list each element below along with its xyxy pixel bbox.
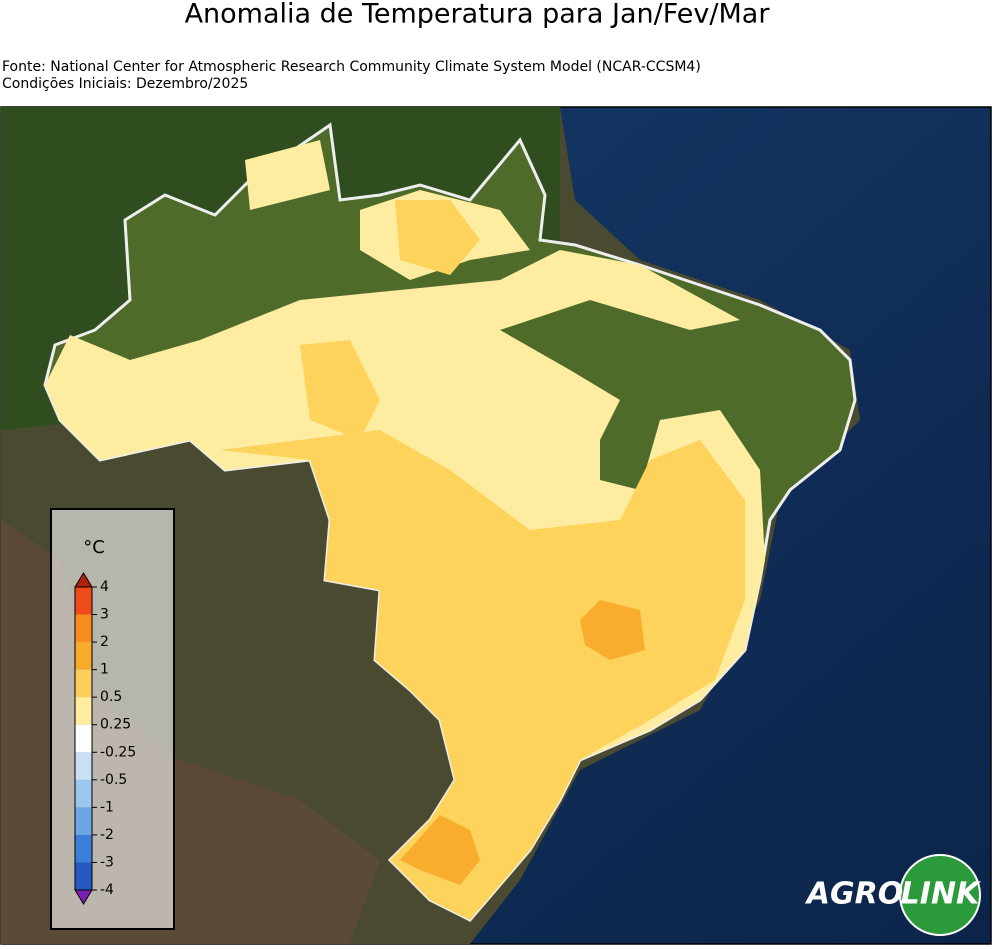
colorbar-tick-label: -2 [100,827,114,843]
colorbar-segment [75,779,92,808]
logo: AGRO LINK [805,854,982,936]
colorbar-segment [75,669,92,698]
colorbar-tick-label: -1 [100,799,114,815]
colorbar-segment [75,642,92,670]
colorbar-outline [74,586,93,891]
colorbar-segment [75,752,92,780]
colorbar-segment [75,862,92,890]
anomaly-mid [220,200,745,920]
colorbar-tick-label: -0.5 [100,772,127,788]
colorbar-unit: °C [83,537,105,558]
colorbar-segment [75,697,92,725]
colorbar-segment [75,587,92,615]
colorbar-tick-label: 4 [100,579,109,595]
colorbar-segment [75,807,92,835]
colorbar-tick-label: -0.25 [100,744,136,760]
colorbar-tick-label: 2 [100,634,109,650]
colorbar-tick-label: 0.5 [100,689,122,705]
logo-left: AGRO [805,877,903,912]
colorbar-panel [50,508,175,930]
colorbar-tick-label: -3 [100,854,114,870]
colorbar-segment [75,834,92,863]
logo-circle [899,854,981,936]
colorbar: °C 4 3 2 1 0.5 0.25 -0.25 -0.5 -1 -2 -3 -4 [50,508,175,930]
title: Anomalia de Temperatura para Jan/Fev/Mar [185,0,771,30]
colorbar-segment [75,724,92,753]
colorbar-tick-label: 0.25 [100,717,131,733]
colorbar-tick-label: 1 [100,662,109,678]
colorbar-tick-label: 3 [100,607,109,623]
map-area [0,106,992,945]
initial-conditions: Condições Iniciais: Dezembro/2025 [2,76,248,92]
colorbar-tick-label: -4 [100,882,114,898]
logo-right: LINK [901,877,982,912]
anomaly-high [400,600,645,885]
source: Fonte: National Center for Atmospheric R… [2,59,701,75]
colorbar-segment [75,614,92,643]
